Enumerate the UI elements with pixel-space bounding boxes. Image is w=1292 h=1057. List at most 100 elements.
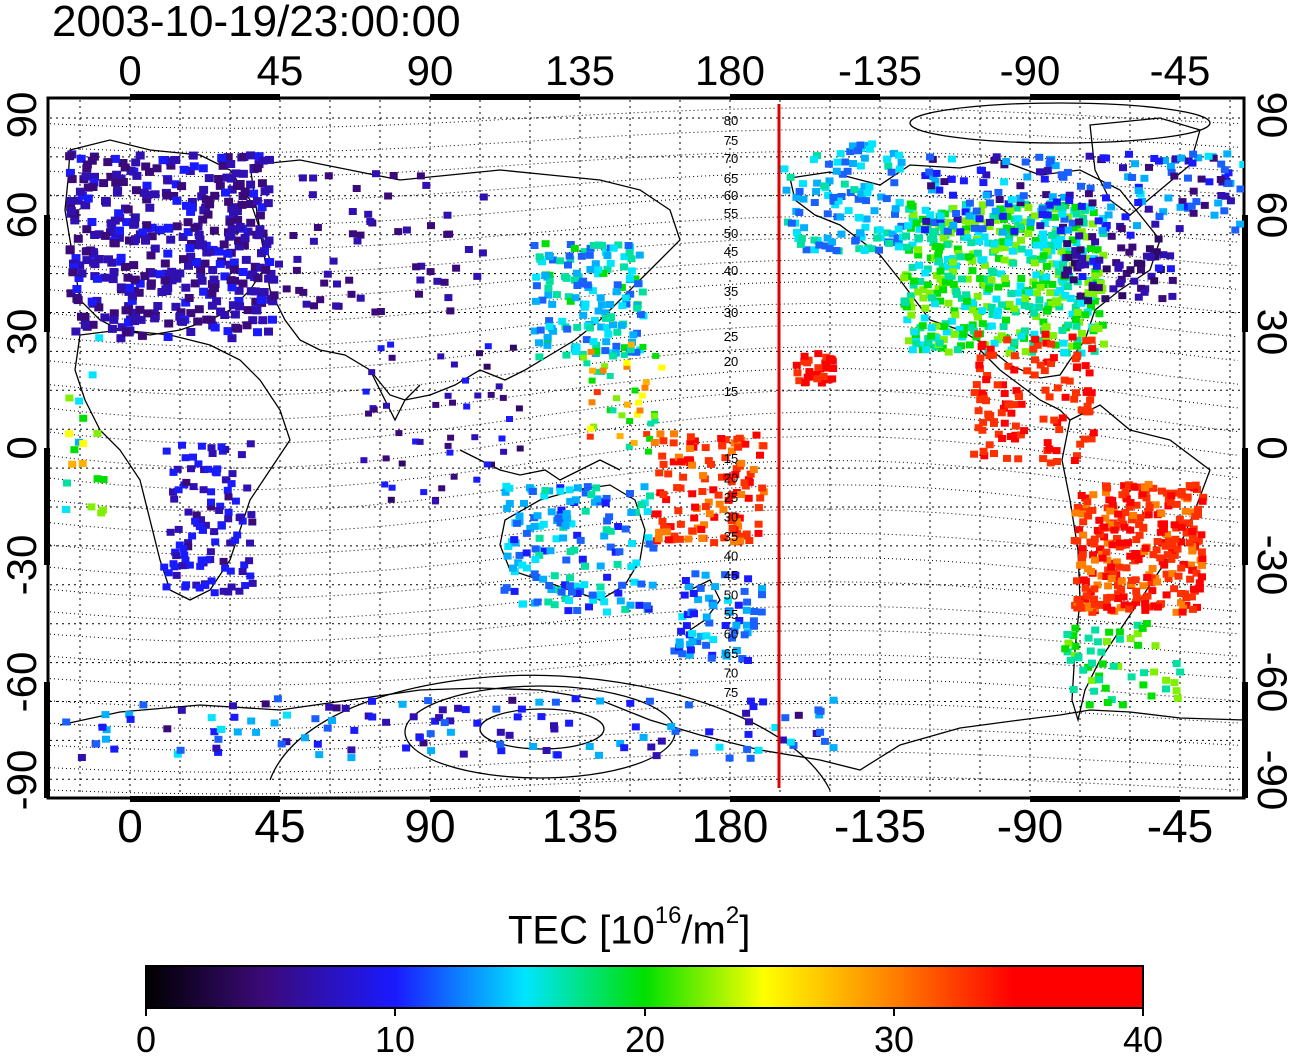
tec-cell (1043, 248, 1051, 255)
tec-cell (759, 442, 768, 450)
tec-cell (1117, 586, 1126, 594)
tec-cell (1132, 501, 1141, 509)
tec-cell (192, 511, 201, 519)
tec-cell (77, 269, 87, 278)
tec-cell (1220, 207, 1229, 215)
tec-cell (217, 153, 227, 162)
tec-cell (450, 361, 458, 368)
tec-cell (815, 241, 824, 249)
tec-cell (93, 429, 102, 437)
tec-cell (675, 535, 684, 543)
tec-cell (955, 325, 964, 333)
tec-cell (644, 534, 653, 542)
tec-cell (1025, 303, 1034, 311)
tec-cell (126, 166, 136, 175)
tec-cell (1078, 551, 1087, 559)
tec-cell (754, 520, 763, 528)
tec-cell (243, 484, 252, 492)
tec-cell (1077, 299, 1086, 307)
tec-cell (856, 162, 865, 170)
tec-cell (422, 181, 431, 189)
tec-cell (231, 169, 241, 178)
tec-cell (1058, 210, 1067, 218)
tec-cell (734, 522, 743, 530)
tec-cell (1098, 550, 1106, 558)
tec-cell (207, 577, 216, 585)
tec-cell (921, 172, 930, 180)
tec-cell (163, 249, 173, 258)
tec-cell (1168, 546, 1177, 554)
tec-cell (831, 201, 840, 209)
tec-cell (1012, 204, 1021, 212)
tec-cell (531, 545, 540, 553)
tec-cell (630, 578, 639, 586)
tec-cell (1099, 215, 1108, 222)
tec-cell (813, 179, 822, 187)
tec-cell (616, 597, 625, 605)
tec-cell (658, 452, 667, 460)
tec-cell (191, 258, 201, 266)
tec-cell (298, 174, 307, 182)
tec-cell (195, 235, 205, 244)
tec-cell (678, 613, 687, 621)
colorbar-title-end: ] (739, 908, 751, 953)
tec-cell (143, 309, 153, 318)
tec-cell (627, 267, 636, 275)
tec-cell (1129, 512, 1138, 519)
tec-cell (1095, 672, 1104, 680)
tec-cell (1107, 232, 1116, 240)
tec-cell (162, 447, 171, 455)
tec-cell (1084, 289, 1093, 297)
tec-cell (742, 621, 751, 629)
tec-cell (1128, 577, 1136, 585)
tec-cell (1099, 154, 1108, 162)
tec-cell (123, 273, 133, 282)
tec-cell (841, 158, 850, 166)
tec-cell (1164, 194, 1173, 202)
tec-cell (915, 261, 924, 269)
tec-cell (1226, 197, 1235, 205)
tec-cell (222, 173, 232, 182)
tec-cell (750, 622, 758, 630)
tec-cell (1076, 246, 1085, 254)
tec-cell (616, 740, 625, 747)
tec-cell (805, 368, 814, 376)
tec-cell (982, 171, 991, 179)
contour-label-north: 75 (724, 133, 738, 148)
tec-cell (1017, 275, 1026, 282)
tec-cell (1076, 261, 1085, 269)
tec-cell (1002, 158, 1011, 165)
tec-cell (1042, 277, 1051, 285)
tec-cell (1012, 387, 1021, 395)
tec-cell (1126, 231, 1135, 239)
tec-cell (1170, 679, 1179, 687)
tec-cell (1000, 390, 1009, 397)
tec-cell (1216, 176, 1225, 183)
tec-cell (1081, 261, 1090, 269)
tec-cell (733, 530, 741, 538)
tec-cell (1048, 260, 1057, 268)
tec-cell (537, 713, 546, 721)
tec-cell (169, 468, 178, 476)
tec-cell (1092, 262, 1101, 270)
tec-cell (592, 484, 601, 492)
tec-cell (90, 260, 100, 269)
tec-cell (697, 526, 706, 533)
tec-cell (63, 479, 71, 487)
tec-cell (887, 168, 896, 176)
tec-cell (150, 244, 160, 253)
tec-cell (92, 296, 102, 305)
tec-cell (614, 589, 623, 597)
tec-cell (959, 177, 968, 185)
tec-cell (246, 200, 256, 208)
tec-cell (1220, 166, 1229, 174)
tec-cell (1095, 676, 1104, 684)
tec-cell (1214, 199, 1223, 207)
tec-cell (160, 563, 169, 571)
tec-cell (212, 297, 222, 306)
tec-cell (1038, 231, 1047, 239)
tec-cell (1152, 248, 1161, 256)
tec-cell (488, 461, 495, 468)
tec-cell (229, 702, 237, 710)
tec-cell (581, 300, 590, 308)
